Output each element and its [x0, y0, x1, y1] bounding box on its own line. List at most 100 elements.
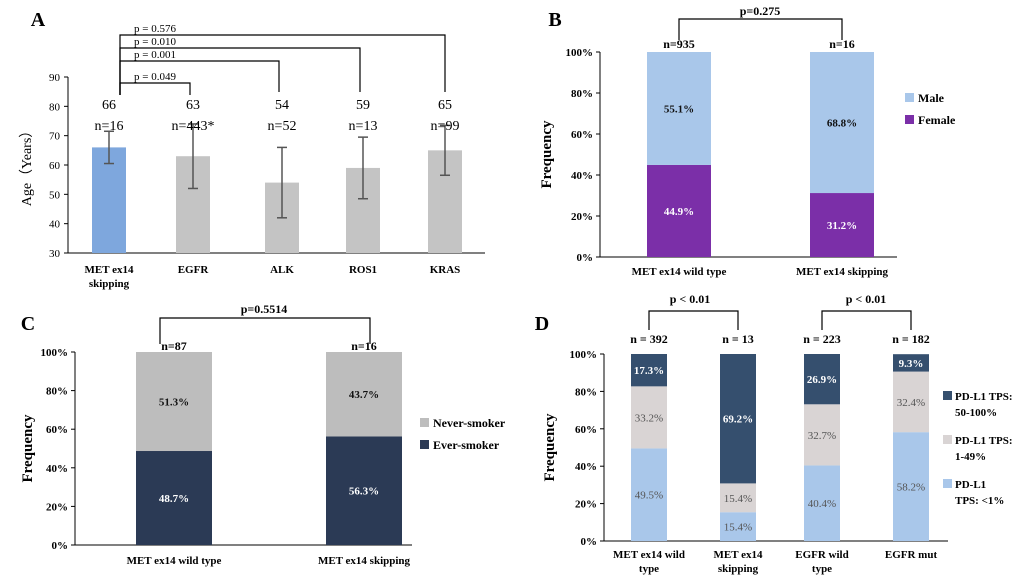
d-data-label: 33.2%: [635, 412, 663, 424]
a-y-tick-label: 80: [49, 101, 61, 113]
d-legend-line1-0: PD-L1 TPS:: [955, 391, 1013, 403]
d-bar-seg-2-1: [720, 354, 756, 484]
c-category-label-1: MET ex14 skipping: [318, 555, 411, 567]
a-p-label-1: p = 0.010: [134, 36, 176, 48]
b-y-tick-label: 60%: [571, 129, 593, 141]
c-data-label: 51.3%: [159, 397, 189, 409]
panel-letter-B: B: [548, 9, 561, 31]
c-legend-swatch-1: [420, 440, 429, 449]
c-p-bracket: [159, 317, 371, 344]
b-y-tick-label: 80%: [571, 88, 593, 100]
b-bar-female-1: [810, 193, 874, 257]
c-y-tick-label: 40%: [46, 463, 68, 475]
c-data-label: 43.7%: [349, 389, 379, 401]
d-bar-seg-1-1: [720, 483, 756, 513]
d-data-label: 15.4%: [724, 522, 752, 534]
b-y-tick-label: 40%: [571, 170, 593, 182]
c-legend-label-0: Never-smoker: [433, 416, 506, 430]
d-legend-line1-1: PD-L1 TPS:: [955, 435, 1013, 447]
a-y-axis-label: Age（Years）: [19, 124, 35, 207]
d-y-tick-label: 80%: [575, 386, 597, 398]
b-data-label: 68.8%: [827, 118, 857, 130]
d-category-label-3: EGFR mut: [885, 549, 938, 561]
b-data-label: 55.1%: [664, 103, 694, 115]
d-p-bracket-2: [821, 310, 912, 330]
d-bar-seg-1-3: [893, 371, 929, 433]
b-category-label-1: MET ex14 skipping: [796, 266, 889, 278]
a-bar-0: [92, 147, 126, 253]
d-bar-seg-0-2: [804, 465, 840, 541]
d-bar-seg-0-3: [893, 432, 929, 541]
d-legend-line2-1: 1-49%: [955, 451, 986, 463]
d-data-label: 69.2%: [723, 414, 753, 426]
a-p-label-0: p = 0.576: [134, 23, 176, 35]
d-data-label: 32.4%: [897, 397, 925, 409]
b-y-tick-label: 0%: [577, 252, 594, 264]
d-p-bracket-1: [648, 310, 739, 330]
a-n-label-3: n=13: [349, 119, 378, 134]
d-legend-swatch-1: [943, 435, 952, 444]
d-data-label: 58.2%: [897, 482, 925, 494]
c-data-label: 48.7%: [159, 493, 189, 505]
b-bar-male-1: [810, 52, 874, 194]
c-legend-label-1: Ever-smoker: [433, 438, 500, 452]
c-y-tick-label: 60%: [46, 424, 68, 436]
d-bar-seg-2-3: [893, 354, 929, 372]
c-data-label: 56.3%: [349, 486, 379, 498]
d-category-label-0: MET ex14 wild: [613, 549, 685, 561]
c-y-tick-label: 0%: [52, 540, 69, 552]
a-value-label-1: 63: [186, 98, 200, 113]
a-value-label-3: 59: [356, 98, 370, 113]
d-data-label: 26.9%: [807, 374, 837, 386]
d-legend-swatch-2: [943, 479, 952, 488]
d-category-sub-1: skipping: [718, 563, 759, 575]
a-y-tick-label: 30: [49, 248, 61, 260]
panel-letter-C: C: [21, 313, 35, 335]
d-n-label-3: n = 182: [892, 332, 930, 346]
a-category-label-1: EGFR: [178, 264, 210, 276]
d-bar-seg-2-2: [804, 354, 840, 405]
b-data-label: 31.2%: [827, 220, 857, 232]
c-y-tick-label: 100%: [41, 347, 69, 359]
d-bar-seg-0-1: [720, 512, 756, 541]
a-p-label-2: p = 0.001: [134, 49, 176, 61]
d-bar-seg-1-0: [631, 386, 667, 449]
b-category-label-0: MET ex14 wild type: [632, 266, 727, 278]
d-y-tick-label: 100%: [570, 349, 598, 361]
a-bracket-3: [119, 82, 191, 95]
panel-letter-D: D: [535, 313, 549, 335]
d-legend-line1-2: PD-L1: [955, 479, 986, 491]
d-legend-swatch-0: [943, 391, 952, 400]
d-category-sub-0: type: [639, 563, 659, 575]
c-y-tick-label: 20%: [46, 501, 68, 513]
d-data-label: 17.3%: [634, 365, 664, 377]
d-p-label-1: p < 0.01: [670, 292, 711, 306]
a-n-label-2: n=52: [268, 119, 297, 134]
b-legend-swatch-male: [905, 93, 914, 102]
c-y-tick-label: 80%: [46, 386, 68, 398]
a-category-sub-0: skipping: [89, 278, 130, 290]
d-category-label-2: EGFR wild: [795, 549, 848, 561]
c-bar-never-smoker-0: [136, 352, 212, 452]
d-y-tick-label: 60%: [575, 424, 597, 436]
b-y-tick-label: 20%: [571, 211, 593, 223]
d-bar-seg-1-2: [804, 404, 840, 466]
a-bracket-2: [119, 60, 280, 95]
d-data-label: 32.7%: [808, 430, 836, 442]
a-y-tick-label: 40: [49, 219, 61, 231]
d-n-label-1: n = 13: [722, 332, 754, 346]
b-legend-label-female: Female: [918, 113, 956, 127]
b-y-axis-label: Frequency: [539, 120, 555, 189]
a-category-label-3: ROS1: [349, 264, 377, 276]
d-data-label: 40.4%: [808, 498, 836, 510]
c-bar-ever-smoker-0: [136, 451, 212, 545]
b-p-label: p=0.275: [740, 4, 781, 18]
d-y-tick-label: 40%: [575, 461, 597, 473]
a-y-tick-label: 60: [49, 160, 61, 172]
d-y-axis-label: Frequency: [542, 413, 558, 482]
d-p-label-2: p < 0.01: [846, 292, 887, 306]
a-n-label-1: n=443*: [172, 119, 215, 134]
b-y-tick-label: 100%: [566, 47, 594, 59]
c-bar-never-smoker-1: [326, 352, 402, 437]
c-legend-swatch-0: [420, 418, 429, 427]
